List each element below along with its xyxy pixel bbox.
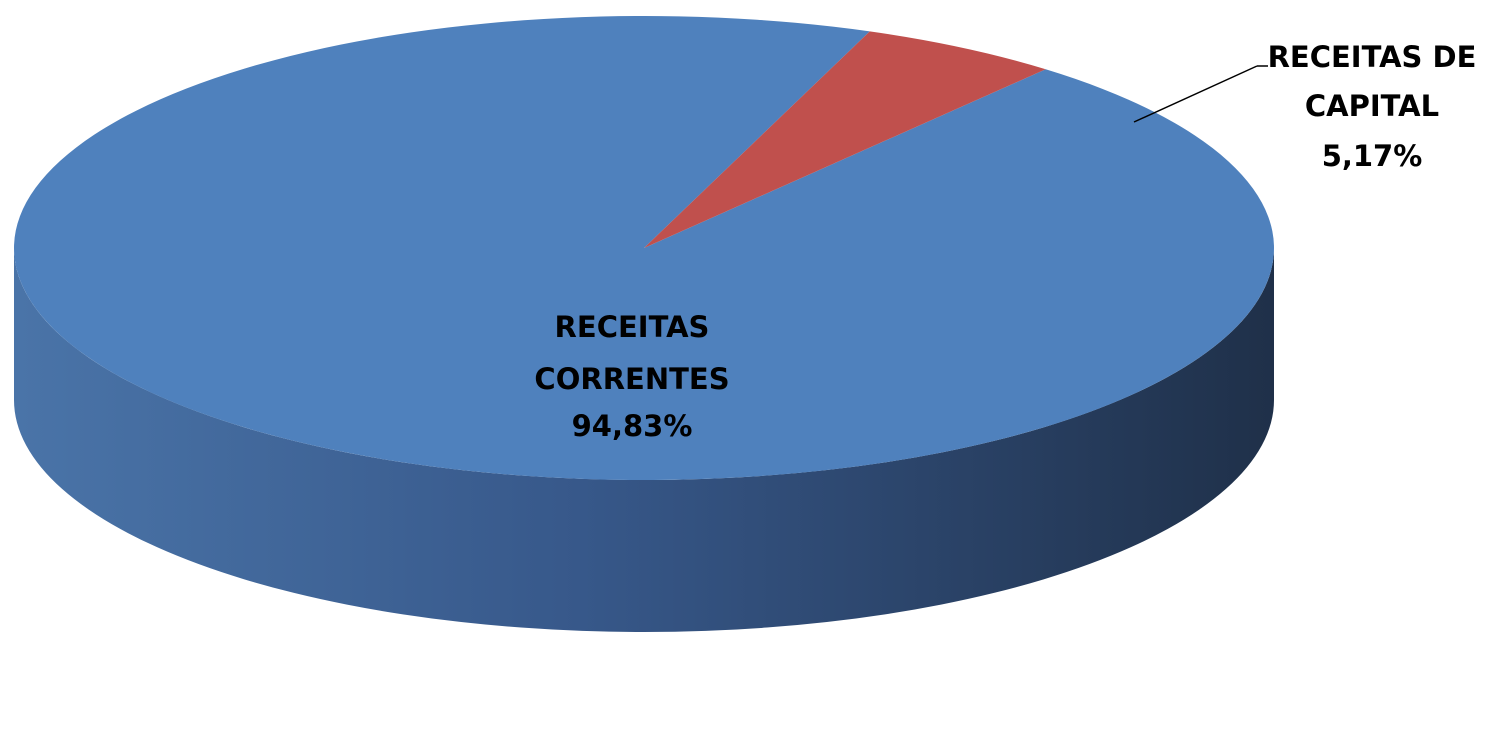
pie-slice-receitas-correntes [13, 15, 1274, 480]
slice-value-label: 94,83% [572, 409, 693, 443]
pie-side [14, 248, 1274, 632]
slice-value-label: 5,17% [1322, 139, 1423, 173]
slice-label-line: CAPITAL [1305, 89, 1439, 123]
slice-label-receitas-correntes: RECEITAS CORRENTES 94,83% [534, 310, 729, 443]
slice-label-line: RECEITAS DE [1268, 40, 1477, 74]
slice-label-receitas-de-capital: RECEITAS DE CAPITAL 5,17% [1268, 40, 1477, 173]
leader-line-receitas-de-capital [1133, 65, 1258, 123]
pie-slice-receitas-de-capital [644, 31, 1046, 248]
slice-label-line: RECEITAS [555, 310, 710, 344]
slice-label-line: CORRENTES [534, 362, 729, 396]
pie-side-wall [14, 248, 1274, 632]
pie-top [13, 15, 1274, 480]
